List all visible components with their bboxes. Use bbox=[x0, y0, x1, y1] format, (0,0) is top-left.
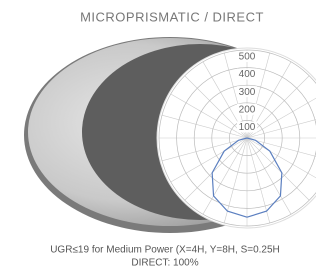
page: MICROPRISMATIC / DIRECT 100200300400500 … bbox=[0, 0, 316, 275]
r-tick-label: 300 bbox=[239, 87, 256, 98]
r-tick-label: 400 bbox=[239, 69, 256, 80]
r-tick-label: 100 bbox=[239, 122, 256, 133]
caption-line: DIRECT: 100% bbox=[131, 258, 198, 269]
r-tick-label: 200 bbox=[239, 104, 256, 115]
r-tick-label: 500 bbox=[239, 52, 256, 63]
title: MICROPRISMATIC / DIRECT bbox=[80, 9, 264, 24]
caption-line: UGR≤19 for Medium Power (X=4H, Y=8H, S=0… bbox=[50, 245, 280, 256]
